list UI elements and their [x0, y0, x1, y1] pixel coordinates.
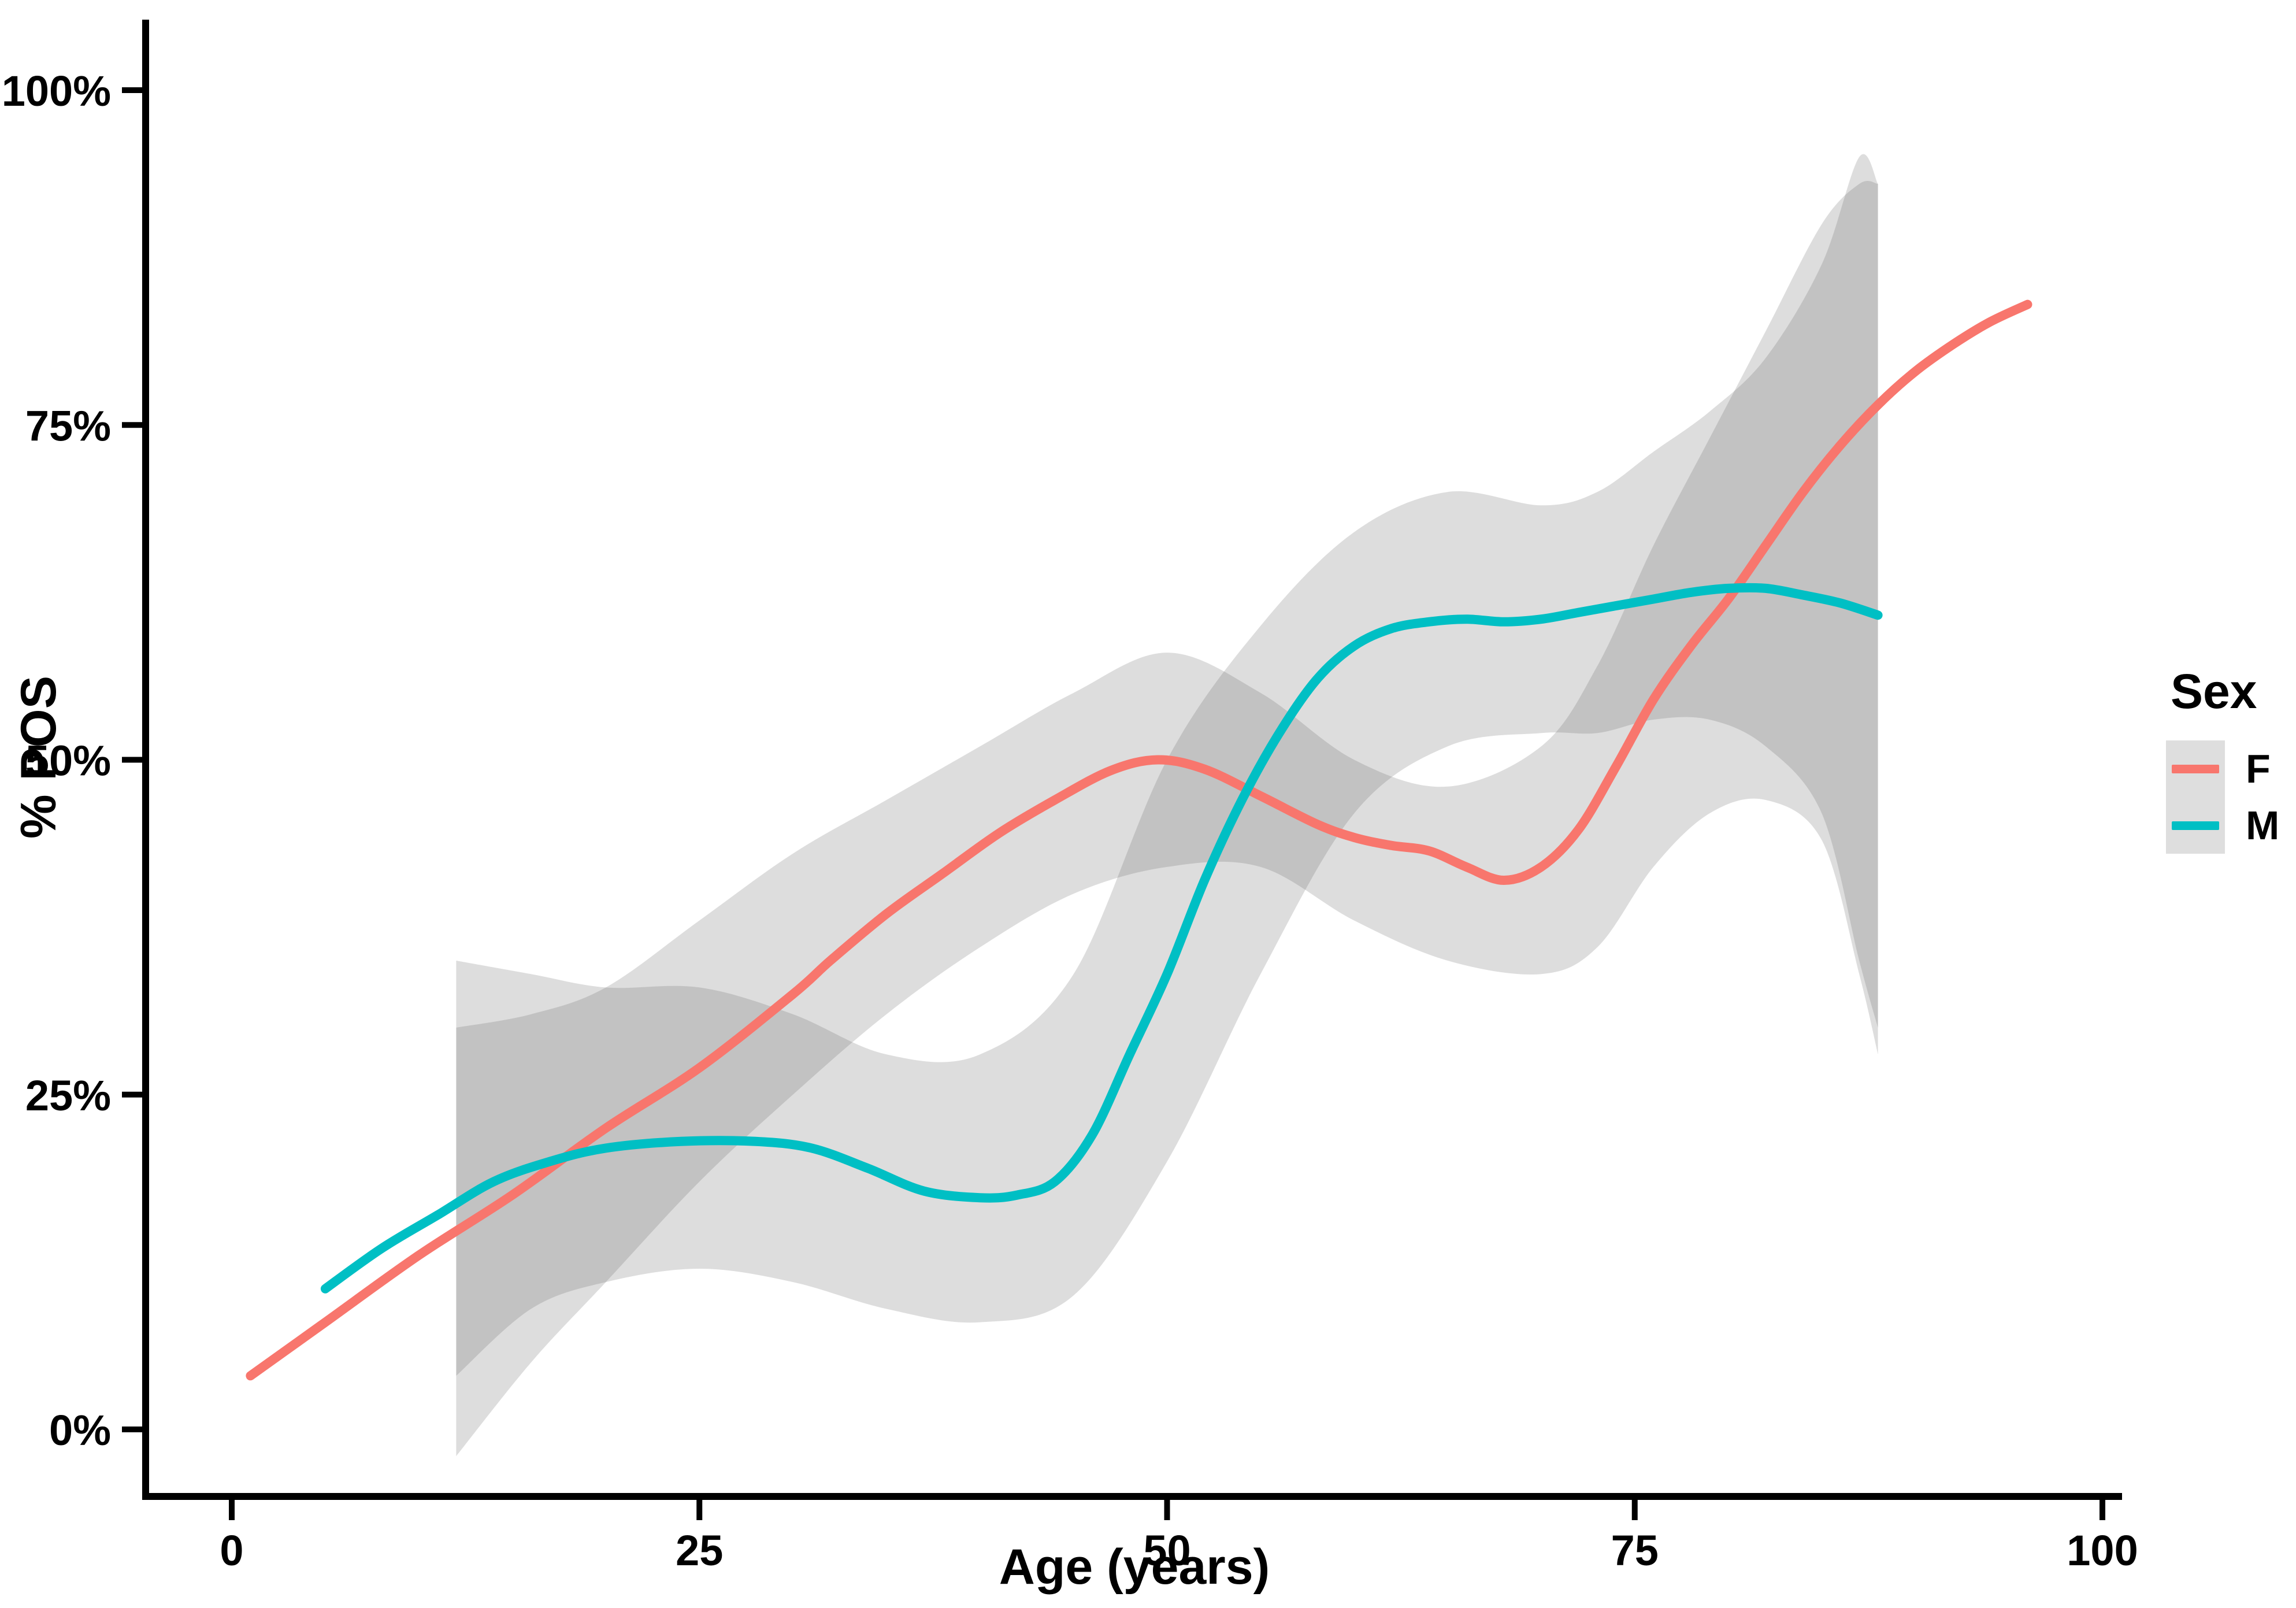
y-axis-ticks: 0% 25% 50% 75% 100%: [2, 67, 146, 1454]
m-curve: [320, 583, 1883, 1294]
x-tick-label: 75: [1611, 1527, 1659, 1574]
f-confidence-band: [456, 181, 1878, 1457]
confidence-bands: [456, 154, 1878, 1457]
f-curve: [246, 299, 2032, 1381]
f-line-swatch: [2172, 764, 2219, 773]
y-tick-label: 75%: [25, 402, 111, 450]
x-axis-ticks: 0 25 50 75 100: [220, 1496, 2138, 1574]
y-tick-label: 0%: [49, 1406, 111, 1454]
legend-key-f: [2166, 740, 2225, 797]
y-tick-label: 50%: [25, 737, 111, 785]
x-tick-label: 0: [220, 1527, 243, 1574]
legend-item-f: F: [2166, 740, 2296, 797]
y-tick-label: 100%: [2, 67, 111, 115]
y-axis-title: % POS: [11, 676, 66, 839]
m-line-swatch: [2172, 821, 2219, 830]
legend-key-m: [2166, 797, 2225, 854]
m-confidence-band: [456, 154, 1878, 1376]
legend-item-m: M: [2166, 797, 2296, 854]
legend-label-f: F: [2246, 746, 2271, 791]
x-axis-title: Age (years): [999, 1539, 1270, 1595]
x-tick-label: 100: [2067, 1527, 2138, 1574]
x-tick-label: 50: [1143, 1527, 1190, 1574]
legend: Sex F M: [2166, 664, 2296, 854]
y-tick-label: 25%: [25, 1072, 111, 1120]
smoothed-curves: [246, 299, 2032, 1381]
x-tick-label: 25: [676, 1527, 723, 1574]
legend-title: Sex: [2171, 664, 2257, 718]
legend-label-m: M: [2246, 803, 2280, 848]
